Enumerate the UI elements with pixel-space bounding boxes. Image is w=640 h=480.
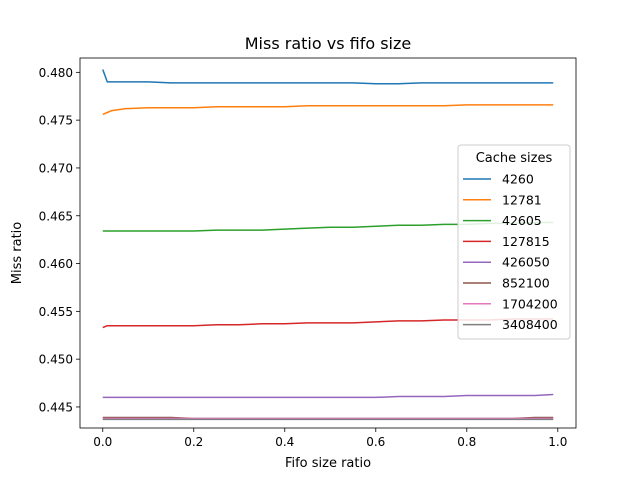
- y-tick-label: 0.455: [39, 305, 73, 319]
- x-tick-label: 0.0: [93, 435, 112, 449]
- y-tick-label: 0.445: [39, 400, 73, 414]
- x-tick-label: 1.0: [548, 435, 567, 449]
- legend-label: 42605: [502, 213, 542, 228]
- y-tick-label: 0.460: [39, 257, 73, 271]
- legend-label: 4260: [502, 172, 534, 187]
- legend-label: 426050: [502, 255, 550, 270]
- chart-title: Miss ratio vs fifo size: [245, 34, 411, 53]
- y-tick-label: 0.475: [39, 114, 73, 128]
- x-tick-label: 0.4: [275, 435, 294, 449]
- legend-title: Cache sizes: [476, 151, 553, 166]
- series-line-0: [102, 69, 554, 85]
- series-line-4: [102, 393, 554, 399]
- x-tick-label: 0.6: [366, 435, 385, 449]
- y-axis-label: Miss ratio: [10, 222, 25, 285]
- plot-frame: [79, 57, 577, 429]
- x-axis-label: Fifo size ratio: [285, 456, 371, 471]
- series-layer: [102, 69, 554, 421]
- legend-label: 1704200: [502, 296, 558, 311]
- legend: Cache sizes 4260 12781 42605 127815 426050 852…: [457, 144, 571, 340]
- y-tick-label: 0.470: [39, 161, 73, 175]
- legend-label: 127815: [502, 234, 550, 249]
- legend-label: 852100: [502, 276, 550, 291]
- x-tick-label: 0.2: [184, 435, 203, 449]
- legend-label: 12781: [502, 192, 542, 207]
- x-tick-label: 0.8: [457, 435, 476, 449]
- y-tick-label: 0.450: [39, 353, 73, 367]
- legend-label: 3408400: [502, 317, 558, 332]
- y-tick-label: 0.480: [39, 66, 73, 80]
- series-line-1: [102, 104, 554, 116]
- y-tick-label: 0.465: [39, 209, 73, 223]
- legend-box: [457, 144, 571, 340]
- axes-layer: 0.0 0.2 0.4 0.6 0.8 1.0 0.445 0.450 0.455 0.460 0.…: [39, 57, 577, 449]
